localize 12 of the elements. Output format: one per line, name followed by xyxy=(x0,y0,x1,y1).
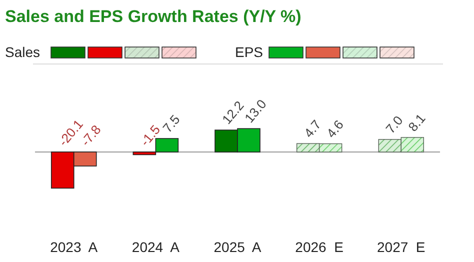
data-label: 8.1 xyxy=(405,110,428,134)
x-tick-label: 2025 A xyxy=(214,239,262,255)
x-tick-label: 2024 A xyxy=(132,239,180,255)
legend-label: EPS xyxy=(235,44,264,60)
x-tick-label: 2026 E xyxy=(295,239,344,255)
legend-label: Sales xyxy=(5,44,40,60)
data-label: 7.0 xyxy=(382,112,406,136)
x-tick-label: 2027 E xyxy=(377,239,426,255)
data-label: 4.6 xyxy=(323,117,346,141)
chart-title: Sales and EPS Growth Rates (Y/Y %) xyxy=(5,7,302,26)
x-tick-label: 2023 A xyxy=(50,239,98,255)
data-label: 4.7 xyxy=(300,116,324,140)
